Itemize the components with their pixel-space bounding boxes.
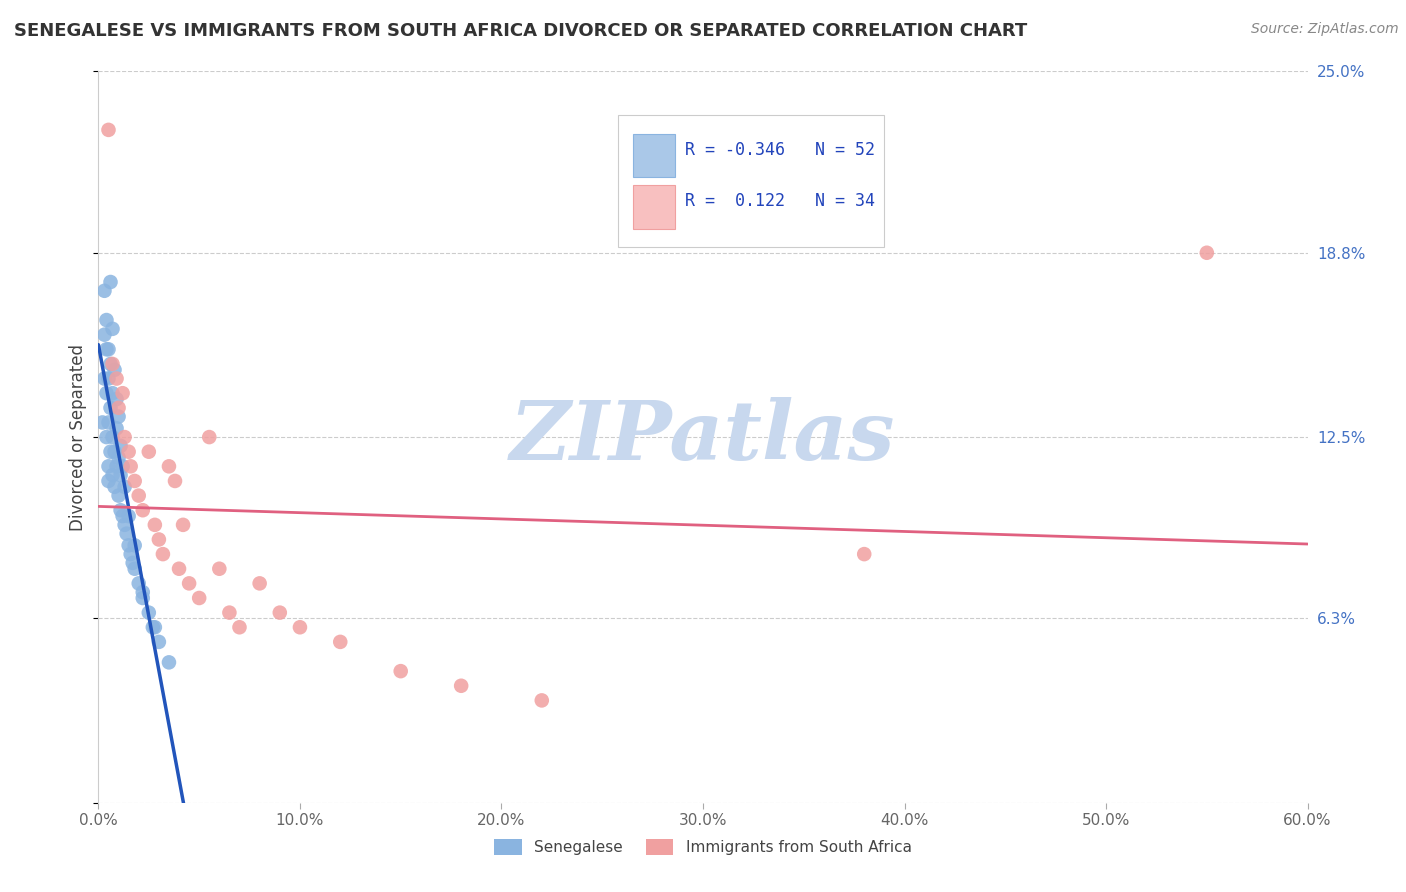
Point — [105, 421, 128, 435]
Point — [114, 517, 136, 532]
Point — [105, 392, 128, 406]
Y-axis label: Divorced or Separated: Divorced or Separated — [69, 343, 87, 531]
Point — [97, 459, 120, 474]
Point — [128, 489, 150, 503]
Point — [97, 371, 120, 385]
Point — [107, 409, 129, 424]
Point — [288, 620, 311, 634]
Point — [1195, 245, 1218, 260]
Point — [114, 430, 136, 444]
Point — [97, 416, 120, 430]
Point — [110, 503, 132, 517]
Point — [110, 439, 132, 453]
Point — [148, 533, 170, 547]
Point — [143, 517, 166, 532]
Point — [138, 444, 160, 458]
Point — [97, 343, 120, 357]
Point — [118, 538, 141, 552]
Point — [198, 430, 221, 444]
Point — [101, 357, 124, 371]
Point — [120, 547, 142, 561]
Point — [128, 576, 150, 591]
Point — [105, 459, 128, 474]
Point — [101, 468, 124, 483]
Point — [111, 459, 134, 474]
Point — [450, 679, 472, 693]
Point — [152, 547, 174, 561]
Point — [103, 444, 125, 458]
Point — [124, 562, 146, 576]
Point — [100, 357, 122, 371]
Point — [179, 576, 201, 591]
Point — [100, 401, 122, 415]
Text: ZIPatlas: ZIPatlas — [510, 397, 896, 477]
Point — [93, 371, 115, 385]
Point — [124, 538, 146, 552]
Point — [93, 327, 115, 342]
Point — [97, 123, 120, 137]
Point — [100, 275, 122, 289]
FancyBboxPatch shape — [633, 185, 675, 228]
Legend: Senegalese, Immigrants from South Africa: Senegalese, Immigrants from South Africa — [488, 833, 918, 861]
Point — [118, 509, 141, 524]
Point — [138, 606, 160, 620]
Text: Source: ZipAtlas.com: Source: ZipAtlas.com — [1251, 22, 1399, 37]
Point — [107, 489, 129, 503]
Point — [121, 556, 143, 570]
Point — [132, 591, 155, 605]
Point — [114, 480, 136, 494]
Point — [115, 526, 138, 541]
Point — [100, 444, 122, 458]
Point — [157, 656, 180, 670]
Point — [249, 576, 271, 591]
Point — [107, 450, 129, 465]
Point — [96, 313, 118, 327]
Point — [120, 459, 142, 474]
Point — [96, 430, 118, 444]
Point — [143, 620, 166, 634]
Point — [101, 430, 124, 444]
Point — [853, 547, 876, 561]
Text: R = -0.346   N = 52: R = -0.346 N = 52 — [685, 141, 875, 159]
Point — [167, 562, 190, 576]
Point — [208, 562, 231, 576]
Point — [103, 363, 125, 377]
Point — [157, 459, 180, 474]
Text: SENEGALESE VS IMMIGRANTS FROM SOUTH AFRICA DIVORCED OR SEPARATED CORRELATION CHA: SENEGALESE VS IMMIGRANTS FROM SOUTH AFRI… — [14, 22, 1028, 40]
Point — [101, 322, 124, 336]
Point — [228, 620, 250, 634]
Point — [163, 474, 186, 488]
Point — [107, 401, 129, 415]
Point — [103, 480, 125, 494]
Point — [111, 509, 134, 524]
Point — [172, 517, 194, 532]
Point — [132, 503, 155, 517]
Point — [142, 620, 165, 634]
Point — [91, 416, 114, 430]
Point — [148, 635, 170, 649]
Point — [269, 606, 291, 620]
Point — [118, 444, 141, 458]
FancyBboxPatch shape — [619, 115, 884, 247]
Text: R =  0.122   N = 34: R = 0.122 N = 34 — [685, 192, 875, 210]
Point — [101, 386, 124, 401]
Point — [329, 635, 352, 649]
Point — [124, 474, 146, 488]
Point — [105, 371, 128, 385]
Point — [389, 664, 412, 678]
Point — [96, 343, 118, 357]
Point — [93, 284, 115, 298]
Point — [111, 386, 134, 401]
Point — [530, 693, 553, 707]
Point — [132, 585, 155, 599]
FancyBboxPatch shape — [633, 134, 675, 178]
Point — [97, 474, 120, 488]
Point — [110, 468, 132, 483]
Point — [96, 386, 118, 401]
Point — [218, 606, 240, 620]
Point — [188, 591, 211, 605]
